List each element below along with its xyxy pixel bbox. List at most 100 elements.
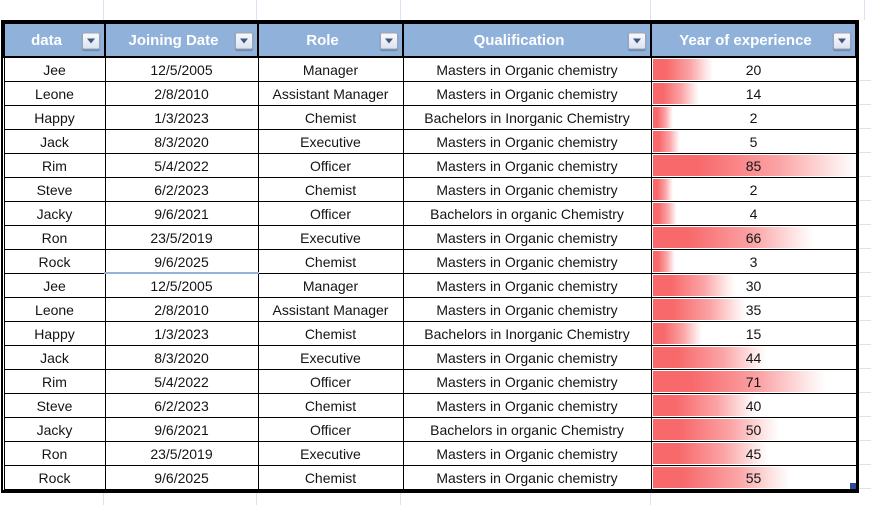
cell-joining-date[interactable]: 6/2/2023: [104, 177, 259, 202]
cell-qualification[interactable]: Bachelors in organic Chemistry: [402, 417, 652, 442]
cell-name[interactable]: Jack: [3, 345, 106, 370]
cell-years[interactable]: 15: [650, 321, 857, 346]
cell-joining-date[interactable]: 1/3/2023: [104, 321, 259, 346]
cell-joining-date[interactable]: 1/3/2023: [104, 105, 259, 130]
cell-role[interactable]: Manager: [257, 273, 404, 298]
cell-role[interactable]: Chemist: [257, 105, 404, 130]
cell-name[interactable]: Ron: [3, 225, 106, 250]
cell-role[interactable]: Officer: [257, 153, 404, 178]
cell-joining-date[interactable]: 23/5/2019: [104, 441, 259, 466]
cell-joining-date[interactable]: 23/5/2019: [104, 225, 259, 250]
cell-qualification[interactable]: Masters in Organic chemistry: [402, 81, 652, 106]
filter-dropdown-button[interactable]: [833, 32, 851, 50]
cell-years[interactable]: 50: [650, 417, 857, 442]
cell-years[interactable]: 85: [650, 153, 857, 178]
cell-name[interactable]: Rim: [3, 153, 106, 178]
cell-name[interactable]: Rim: [3, 369, 106, 394]
cell-years[interactable]: 3: [650, 249, 857, 274]
cell-years[interactable]: 55: [650, 465, 857, 490]
cell-qualification[interactable]: Masters in Organic chemistry: [402, 225, 652, 250]
cell-role[interactable]: Chemist: [257, 465, 404, 490]
cell-years[interactable]: 44: [650, 345, 857, 370]
cell-qualification[interactable]: Masters in Organic chemistry: [402, 465, 652, 490]
cell-years[interactable]: 5: [650, 129, 857, 154]
filter-dropdown-button[interactable]: [235, 32, 253, 50]
column-header[interactable]: Joining Date: [104, 22, 259, 58]
cell-qualification[interactable]: Masters in Organic chemistry: [402, 249, 652, 274]
cell-name[interactable]: Happy: [3, 321, 106, 346]
cell-name[interactable]: Jacky: [3, 201, 106, 226]
cell-joining-date[interactable]: 6/2/2023: [104, 393, 259, 418]
cell-qualification[interactable]: Masters in Organic chemistry: [402, 273, 652, 298]
cell-joining-date[interactable]: 9/6/2021: [104, 417, 259, 442]
filter-dropdown-button[interactable]: [82, 32, 100, 50]
cell-qualification[interactable]: Masters in Organic chemistry: [402, 153, 652, 178]
cell-joining-date[interactable]: 8/3/2020: [104, 345, 259, 370]
cell-joining-date[interactable]: 9/6/2025: [104, 465, 259, 490]
cell-qualification[interactable]: Masters in Organic chemistry: [402, 177, 652, 202]
cell-qualification[interactable]: Masters in Organic chemistry: [402, 369, 652, 394]
cell-role[interactable]: Executive: [257, 345, 404, 370]
cell-name[interactable]: Jee: [3, 273, 106, 298]
table-resize-handle[interactable]: [850, 483, 856, 489]
cell-qualification[interactable]: Masters in Organic chemistry: [402, 56, 652, 82]
cell-joining-date[interactable]: 8/3/2020: [104, 129, 259, 154]
cell-qualification[interactable]: Masters in Organic chemistry: [402, 441, 652, 466]
cell-qualification[interactable]: Masters in Organic chemistry: [402, 345, 652, 370]
filter-dropdown-button[interactable]: [628, 32, 646, 50]
cell-name[interactable]: Jacky: [3, 417, 106, 442]
cell-name[interactable]: Leone: [3, 297, 106, 322]
cell-years[interactable]: 2: [650, 105, 857, 130]
cell-joining-date[interactable]: 9/6/2025: [104, 249, 259, 274]
cell-name[interactable]: Jack: [3, 129, 106, 154]
cell-role[interactable]: Chemist: [257, 393, 404, 418]
cell-years[interactable]: 2: [650, 177, 857, 202]
cell-years[interactable]: 71: [650, 369, 857, 394]
cell-qualification[interactable]: Masters in Organic chemistry: [402, 297, 652, 322]
cell-role[interactable]: Executive: [257, 441, 404, 466]
column-header[interactable]: Qualification: [402, 22, 652, 58]
cell-role[interactable]: Chemist: [257, 321, 404, 346]
cell-role[interactable]: Executive: [257, 129, 404, 154]
cell-name[interactable]: Steve: [3, 393, 106, 418]
column-header[interactable]: Year of experience: [650, 22, 857, 58]
cell-joining-date[interactable]: 12/5/2005: [104, 273, 259, 298]
cell-name[interactable]: Leone: [3, 81, 106, 106]
cell-qualification[interactable]: Bachelors in Inorganic Chemistry: [402, 321, 652, 346]
cell-name[interactable]: Rock: [3, 249, 106, 274]
cell-years[interactable]: 30: [650, 273, 857, 298]
cell-role[interactable]: Assistant Manager: [257, 297, 404, 322]
cell-joining-date[interactable]: 12/5/2005: [104, 56, 259, 82]
cell-joining-date[interactable]: 2/8/2010: [104, 297, 259, 322]
cell-qualification[interactable]: Bachelors in Inorganic Chemistry: [402, 105, 652, 130]
column-header[interactable]: data: [3, 22, 106, 58]
cell-name[interactable]: Rock: [3, 465, 106, 490]
filter-dropdown-button[interactable]: [380, 32, 398, 50]
cell-years[interactable]: 20: [650, 56, 857, 82]
cell-role[interactable]: Chemist: [257, 249, 404, 274]
cell-qualification[interactable]: Masters in Organic chemistry: [402, 129, 652, 154]
cell-years[interactable]: 14: [650, 81, 857, 106]
cell-role[interactable]: Chemist: [257, 177, 404, 202]
column-header[interactable]: Role: [257, 22, 404, 58]
cell-role[interactable]: Executive: [257, 225, 404, 250]
cell-years[interactable]: 4: [650, 201, 857, 226]
cell-years[interactable]: 45: [650, 441, 857, 466]
cell-joining-date[interactable]: 5/4/2022: [104, 369, 259, 394]
cell-qualification[interactable]: Bachelors in organic Chemistry: [402, 201, 652, 226]
cell-role[interactable]: Assistant Manager: [257, 81, 404, 106]
cell-name[interactable]: Ron: [3, 441, 106, 466]
cell-joining-date[interactable]: 9/6/2021: [104, 201, 259, 226]
cell-role[interactable]: Officer: [257, 369, 404, 394]
cell-role[interactable]: Manager: [257, 56, 404, 82]
cell-name[interactable]: Happy: [3, 105, 106, 130]
cell-years[interactable]: 35: [650, 297, 857, 322]
cell-name[interactable]: Steve: [3, 177, 106, 202]
cell-name[interactable]: Jee: [3, 56, 106, 82]
cell-joining-date[interactable]: 5/4/2022: [104, 153, 259, 178]
cell-years[interactable]: 40: [650, 393, 857, 418]
cell-qualification[interactable]: Masters in Organic chemistry: [402, 393, 652, 418]
cell-years[interactable]: 66: [650, 225, 857, 250]
cell-role[interactable]: Officer: [257, 417, 404, 442]
cell-role[interactable]: Officer: [257, 201, 404, 226]
